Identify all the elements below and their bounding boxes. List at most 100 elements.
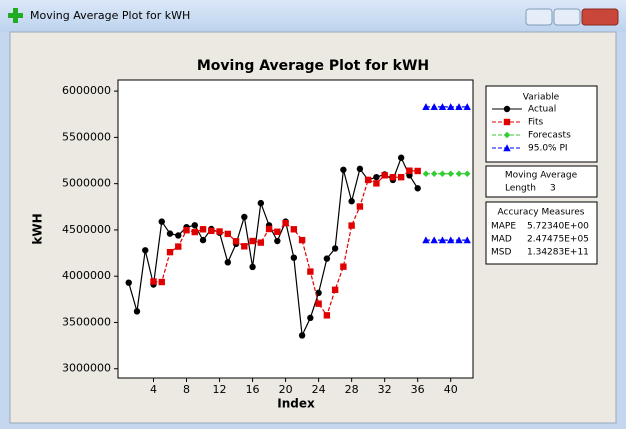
y-tick-label: 5000000	[62, 177, 111, 190]
window-title: Moving Average Plot for kWH	[30, 9, 190, 22]
marker	[224, 259, 232, 266]
marker	[430, 236, 438, 244]
marker	[348, 222, 355, 229]
marker	[166, 248, 174, 256]
marker	[331, 245, 339, 252]
marker	[290, 226, 298, 233]
restore-button[interactable]	[553, 8, 581, 26]
legend-label: Actual	[528, 105, 556, 115]
marker	[158, 218, 165, 225]
x-tick-label: 28	[345, 383, 359, 396]
marker	[464, 170, 471, 177]
marker	[191, 228, 198, 236]
accuracy-value: 5.72340E+00	[527, 222, 589, 232]
marker	[364, 176, 372, 184]
x-tick-label: 16	[246, 383, 260, 396]
app-icon	[8, 8, 23, 23]
accuracy-name: MAPE	[491, 222, 516, 232]
marker	[389, 173, 397, 181]
marker	[406, 167, 413, 174]
marker	[241, 243, 248, 250]
marker	[224, 230, 232, 238]
marker	[422, 170, 430, 177]
legend-marker	[503, 131, 511, 139]
marker	[356, 203, 364, 210]
marker	[463, 103, 471, 111]
legend-marker	[503, 144, 511, 152]
marker	[150, 278, 157, 285]
legend-label: Forecasts	[528, 131, 571, 141]
x-tick-label: 40	[444, 383, 458, 396]
accuracy-value: 1.34283E+11	[527, 248, 589, 258]
moving-average-title: Moving Average	[505, 171, 578, 181]
x-axis-label: Index	[277, 397, 315, 411]
x-tick-label: 12	[213, 383, 227, 396]
marker	[249, 263, 256, 271]
marker	[373, 180, 380, 187]
accuracy-name: MAD	[491, 235, 512, 245]
x-tick-label: 36	[411, 383, 425, 396]
legend-title: Variable	[523, 93, 560, 103]
marker	[455, 236, 463, 244]
accuracy-title: Accuracy Measures	[498, 208, 585, 218]
x-tick-label: 20	[279, 383, 293, 396]
marker	[381, 172, 388, 179]
title-bar	[0, 0, 626, 32]
close-button[interactable]	[581, 8, 619, 26]
x-tick-label: 8	[183, 383, 190, 396]
chart-title: Moving Average Plot for kWH	[197, 58, 429, 74]
marker	[340, 263, 347, 270]
y-tick-label: 4000000	[62, 269, 111, 282]
marker	[447, 103, 455, 111]
marker	[298, 236, 306, 244]
marker	[257, 239, 265, 246]
marker	[422, 236, 430, 244]
marker	[438, 236, 447, 244]
length-label: Length	[505, 184, 536, 194]
marker	[315, 289, 322, 297]
minimize-button[interactable]	[525, 8, 553, 26]
marker	[356, 165, 364, 173]
marker	[447, 170, 454, 177]
marker	[422, 103, 430, 111]
marker	[397, 154, 405, 161]
marker	[175, 232, 182, 239]
legend-label: Fits	[528, 118, 544, 128]
marker	[166, 230, 174, 237]
length-value: 3	[550, 184, 556, 194]
legend-marker	[503, 105, 511, 113]
x-tick-label: 24	[312, 383, 326, 396]
marker	[290, 254, 298, 261]
legend-label: 95.0% PI	[528, 144, 568, 154]
marker	[315, 300, 322, 307]
marker	[199, 236, 207, 244]
legend-marker	[503, 118, 511, 126]
marker	[241, 213, 248, 221]
y-tick-label: 5500000	[62, 130, 111, 143]
marker	[348, 198, 355, 205]
y-tick-label: 3000000	[62, 362, 111, 375]
y-tick-label: 3500000	[62, 315, 111, 328]
marker	[142, 247, 149, 254]
marker	[307, 314, 314, 322]
marker	[133, 308, 141, 315]
marker	[331, 286, 339, 294]
marker	[430, 170, 438, 177]
accuracy-name: MSD	[491, 248, 511, 258]
marker	[438, 103, 447, 111]
x-tick-label: 32	[378, 383, 392, 396]
marker	[439, 170, 446, 177]
marker	[158, 278, 165, 286]
marker	[175, 243, 182, 250]
marker	[274, 228, 281, 235]
marker	[208, 227, 215, 235]
marker	[183, 227, 190, 234]
accuracy-value: 2.47475E+05	[527, 235, 589, 245]
marker	[340, 166, 347, 173]
moving-average-box	[485, 165, 598, 198]
marker	[216, 228, 223, 235]
marker	[249, 237, 256, 245]
marker	[265, 225, 273, 233]
y-tick-label: 4500000	[62, 223, 111, 236]
